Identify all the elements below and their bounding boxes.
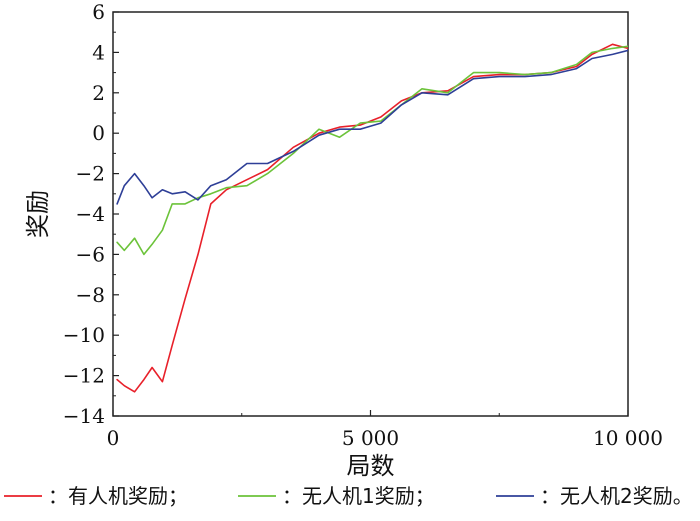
y-tick-label: 2 xyxy=(92,81,105,105)
series-line-2 xyxy=(116,45,628,256)
y-axis-label: 奖励 xyxy=(24,190,52,238)
series-line-1 xyxy=(116,43,628,393)
y-tick-label: −6 xyxy=(76,242,105,266)
legend-label-2: ：无人机1奖励； xyxy=(282,484,435,508)
legend: ：有人机奖励； ：无人机1奖励； ：无人机2奖励。 xyxy=(4,484,693,508)
y-axis-ticks: 6 4 2 0 −2 −4 −6 −8 −10 −12 −14 xyxy=(63,0,119,428)
y-tick-label: −12 xyxy=(63,364,105,388)
y-tick-label: −10 xyxy=(63,323,105,347)
y-tick-label: 6 xyxy=(92,0,105,24)
y-tick-label: 4 xyxy=(92,40,105,64)
series-line-3 xyxy=(116,49,628,205)
legend-label-1: ：有人机奖励； xyxy=(48,484,188,508)
legend-label-3: ：无人机2奖励。 xyxy=(540,484,693,508)
series-lines xyxy=(116,43,628,393)
y-tick-label: −4 xyxy=(76,202,105,226)
x-tick-label: 0 xyxy=(107,426,120,450)
y-tick-label: −8 xyxy=(76,283,105,307)
y-tick-label: −14 xyxy=(63,404,105,428)
x-axis-ticks: 0 5 000 10 000 xyxy=(107,410,663,450)
x-tick-label: 10 000 xyxy=(593,426,663,450)
y-tick-label: −2 xyxy=(76,162,105,186)
x-tick-label: 5 000 xyxy=(342,426,399,450)
x-axis-label: 局数 xyxy=(347,452,395,480)
y-tick-label: 0 xyxy=(92,121,105,145)
